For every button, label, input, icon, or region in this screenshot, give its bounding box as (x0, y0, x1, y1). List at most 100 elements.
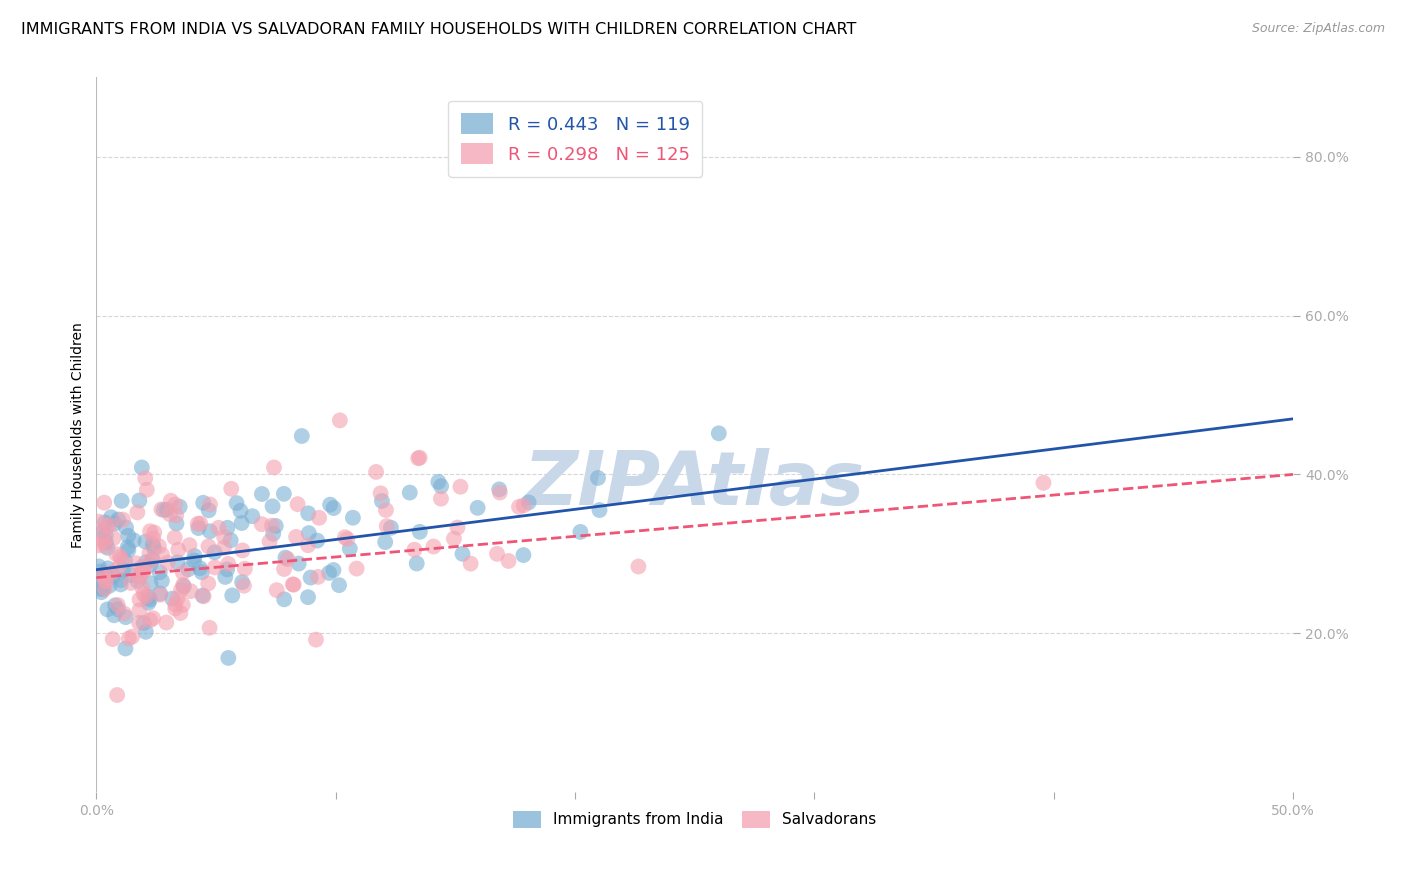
Point (135, 624, 157, 639)
Point (87, 515, 110, 529)
Point (93, 534, 115, 549)
Point (187, 521, 209, 535)
Point (163, 531, 186, 545)
Point (374, 535, 396, 549)
Point (170, 582, 193, 597)
Point (198, 498, 221, 512)
Point (187, 516, 209, 531)
Point (586, 471, 609, 485)
Point (173, 579, 195, 593)
Point (166, 555, 188, 569)
Point (339, 541, 361, 556)
Point (105, 688, 128, 702)
Point (104, 516, 127, 531)
Point (197, 576, 219, 591)
Point (150, 548, 173, 562)
Point (336, 532, 359, 546)
Point (120, 568, 142, 582)
Point (221, 588, 243, 602)
Point (370, 486, 392, 500)
Point (707, 426, 730, 441)
Point (105, 547, 128, 561)
Point (87, 539, 110, 553)
Point (101, 632, 124, 646)
Point (198, 524, 221, 539)
Point (139, 576, 162, 591)
Point (98, 579, 121, 593)
Point (128, 603, 150, 617)
Point (107, 512, 129, 526)
Point (193, 590, 215, 604)
Point (430, 479, 453, 493)
Point (139, 592, 162, 607)
Point (132, 587, 155, 601)
Point (148, 539, 170, 553)
Point (127, 574, 149, 588)
Point (135, 590, 157, 604)
Point (94, 582, 117, 596)
Point (134, 471, 156, 485)
Point (150, 574, 173, 588)
Point (180, 584, 202, 599)
Point (142, 532, 165, 546)
Point (569, 524, 592, 539)
Point (135, 555, 157, 569)
Point (101, 569, 124, 583)
Point (297, 538, 319, 552)
Point (329, 413, 352, 427)
Point (191, 566, 214, 580)
Point (231, 543, 253, 558)
Point (131, 460, 153, 475)
Point (111, 512, 134, 526)
Point (322, 501, 344, 516)
Point (165, 601, 187, 615)
Point (318, 566, 340, 580)
Point (107, 598, 129, 612)
Point (342, 510, 364, 524)
Point (231, 575, 253, 590)
Point (319, 498, 342, 512)
Point (193, 496, 215, 510)
Point (233, 579, 256, 593)
Point (118, 632, 141, 646)
Text: IMMIGRANTS FROM INDIA VS SALVADORAN FAMILY HOUSEHOLDS WITH CHILDREN CORRELATION : IMMIGRANTS FROM INDIA VS SALVADORAN FAMI… (21, 22, 856, 37)
Point (132, 563, 155, 577)
Point (212, 530, 235, 544)
Point (165, 498, 187, 512)
Point (398, 485, 420, 500)
Point (277, 552, 299, 566)
Point (328, 578, 350, 592)
Point (297, 506, 319, 520)
Point (128, 493, 150, 508)
Point (128, 615, 150, 630)
Point (94, 539, 117, 553)
Point (298, 526, 321, 541)
Point (114, 610, 136, 624)
Point (183, 549, 205, 563)
Point (91, 524, 114, 539)
Point (1032, 475, 1054, 490)
Point (156, 556, 179, 570)
Point (165, 508, 187, 523)
Point (217, 562, 239, 576)
Point (430, 491, 453, 506)
Point (225, 496, 247, 510)
Point (96, 541, 118, 555)
Point (297, 590, 319, 604)
Point (120, 576, 142, 591)
Point (449, 480, 471, 494)
Point (287, 497, 309, 511)
Point (94, 516, 117, 530)
Point (139, 524, 162, 539)
Point (273, 592, 295, 607)
Point (117, 540, 139, 554)
Point (93, 495, 115, 509)
Point (188, 516, 211, 531)
Point (89, 582, 111, 596)
Point (404, 542, 426, 557)
Point (197, 503, 219, 517)
Point (112, 563, 135, 577)
Point (508, 500, 530, 514)
Point (262, 500, 284, 514)
Point (89, 565, 111, 579)
